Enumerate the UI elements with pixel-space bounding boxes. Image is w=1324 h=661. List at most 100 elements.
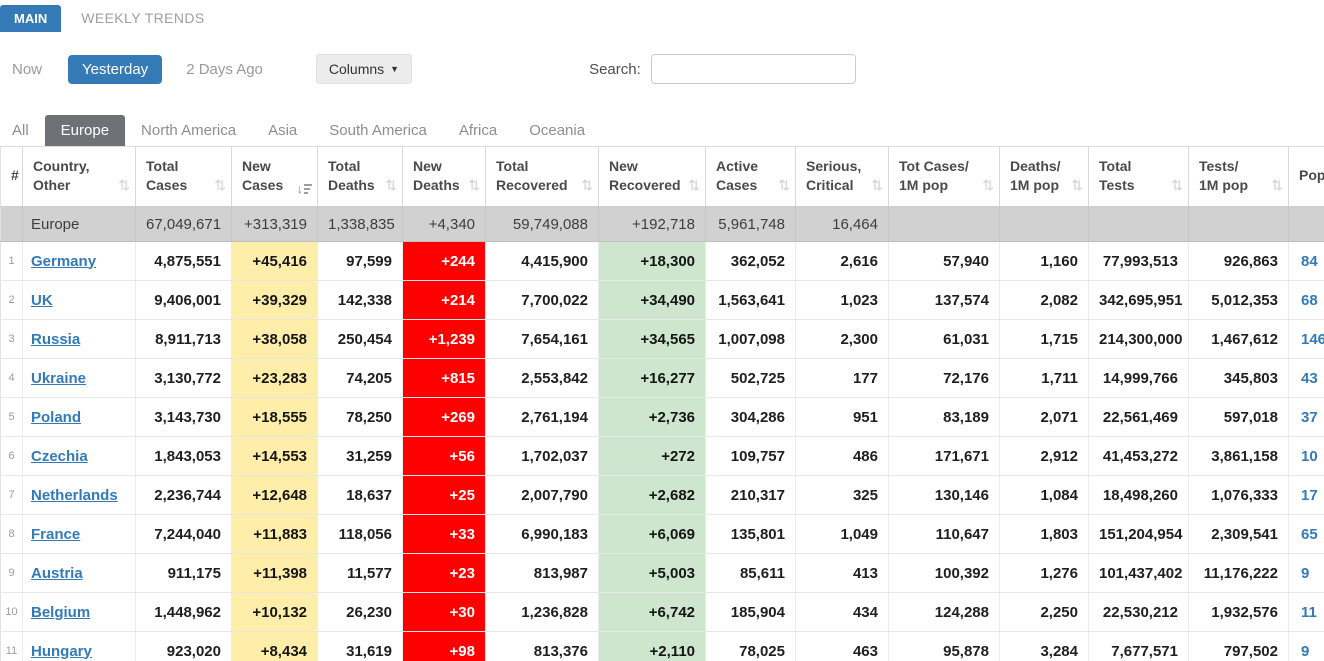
country-link[interactable]: Germany [31, 252, 97, 270]
col-header-new_cases[interactable]: New Cases ↓ [231, 146, 318, 207]
cell-deaths_per_1m: 3,284 [999, 631, 1089, 661]
cell-new_deaths: +269 [402, 397, 486, 437]
cell-total_deaths: 11,577 [317, 553, 403, 593]
region-tab-asia[interactable]: Asia [268, 122, 298, 139]
cell-active_cases: 185,904 [705, 592, 796, 632]
region-tab-africa[interactable]: Africa [458, 122, 498, 139]
col-header-active_cases[interactable]: Active Cases ⇅ [705, 146, 796, 207]
country-link[interactable]: Poland [31, 408, 82, 426]
country-link[interactable]: Belgium [31, 603, 91, 621]
cell-total_tests: 214,300,000 [1088, 319, 1189, 359]
columns-dropdown-button[interactable]: Columns ▼ [315, 54, 413, 84]
cell-total_deaths: 97,599 [317, 241, 403, 281]
cell-new_cases: +23,283 [231, 358, 318, 398]
cell-new_deaths: +23 [402, 553, 486, 593]
country-link[interactable]: France [31, 525, 81, 543]
col-header-total_cases[interactable]: Total Cases ⇅ [135, 146, 232, 207]
sort-arrows-icon: ⇅ [1171, 177, 1183, 193]
cell-country: Hungary [22, 631, 136, 661]
cell-serious_critical: 16,464 [795, 206, 889, 242]
cell-pop: 84 [1288, 241, 1324, 281]
col-header-country[interactable]: Country, Other ⇅ [22, 146, 136, 207]
cell-pop: 11 [1288, 592, 1324, 632]
filter-now[interactable]: Now [12, 60, 43, 78]
cell-deaths_per_1m: 1,711 [999, 358, 1089, 398]
cell-total_tests: 151,204,954 [1088, 514, 1189, 554]
region-tab-south-america[interactable]: South America [329, 122, 427, 139]
cell-serious_critical: 434 [795, 592, 889, 632]
col-header-pop: Pop [1288, 146, 1324, 207]
cell-total_cases: 3,143,730 [135, 397, 232, 437]
cell-new_recovered: +192,718 [598, 206, 706, 242]
cell-total_tests: 18,498,260 [1088, 475, 1189, 515]
sort-arrows-icon: ⇅ [385, 177, 397, 193]
cell-total_tests: 22,530,212 [1088, 592, 1189, 632]
col-header-cases_per_1m[interactable]: Tot Cases/1M pop ⇅ [888, 146, 1000, 207]
country-link[interactable]: Ukraine [31, 369, 87, 387]
cell-rank: 8 [0, 514, 23, 554]
cell-rank: 6 [0, 436, 23, 476]
table-row: 10 Belgium 1,448,962 +10,132 26,230 +30 1,236,… [0, 592, 1324, 632]
region-tab-north-america[interactable]: North America [141, 122, 237, 139]
cell-total_deaths: 18,637 [317, 475, 403, 515]
cell-country: Europe [22, 206, 136, 242]
cell-new_recovered: +272 [598, 436, 706, 476]
sort-arrows-icon: ⇅ [688, 177, 700, 193]
cell-serious_critical: 2,300 [795, 319, 889, 359]
cell-rank: 5 [0, 397, 23, 437]
tab-weekly-trends[interactable]: WEEKLY TRENDS [81, 10, 205, 26]
cell-new_cases: +38,058 [231, 319, 318, 359]
cell-total_tests: 342,695,951 [1088, 280, 1189, 320]
region-tab-europe[interactable]: Europe [44, 115, 126, 146]
col-header-serious_critical[interactable]: Serious, Critical ⇅ [795, 146, 889, 207]
cell-total_deaths: 26,230 [317, 592, 403, 632]
search-input[interactable] [650, 54, 856, 84]
table-row: 4 Ukraine 3,130,772 +23,283 74,205 +815 2,553,… [0, 358, 1324, 398]
region-tab-oceania[interactable]: Oceania [529, 122, 586, 139]
table-row: 11 Hungary 923,020 +8,434 31,619 +98 813,376 +2… [0, 631, 1324, 661]
country-link[interactable]: Czechia [31, 447, 88, 465]
col-header-new_deaths[interactable]: New Deaths ⇅ [402, 146, 486, 207]
col-header-total_recovered[interactable]: Total Recovered ⇅ [485, 146, 599, 207]
cell-active_cases: 304,286 [705, 397, 796, 437]
cell-active_cases: 109,757 [705, 436, 796, 476]
cell-new_recovered: +2,736 [598, 397, 706, 437]
country-link[interactable]: Netherlands [31, 486, 118, 504]
time-filter-bar: Now Yesterday 2 Days Ago Columns ▼ Searc… [0, 46, 1324, 92]
filter-2-days-ago[interactable]: 2 Days Ago [186, 60, 263, 78]
country-link[interactable]: Hungary [31, 642, 92, 660]
cell-total_recovered: 813,987 [485, 553, 599, 593]
cell-rank: 10 [0, 592, 23, 632]
cell-cases_per_1m: 83,189 [888, 397, 1000, 437]
region-tab-all[interactable]: All [12, 122, 29, 139]
cell-new_deaths: +33 [402, 514, 486, 554]
cell-new_cases: +10,132 [231, 592, 318, 632]
cell-total_cases: 911,175 [135, 553, 232, 593]
cell-deaths_per_1m [999, 206, 1089, 242]
cell-active_cases: 210,317 [705, 475, 796, 515]
col-header-new_recovered[interactable]: New Recovered ⇅ [598, 146, 706, 207]
cell-new_deaths: +244 [402, 241, 486, 281]
cell-pop [1288, 206, 1324, 242]
table-row: 2 UK 9,406,001 +39,329 142,338 +214 7,700,022 +… [0, 280, 1324, 320]
table-row: 9 Austria 911,175 +11,398 11,577 +23 813,987 +5… [0, 553, 1324, 593]
cell-tests_per_1m: 3,861,158 [1188, 436, 1289, 476]
filter-yesterday[interactable]: Yesterday [68, 54, 163, 84]
country-link[interactable]: Austria [31, 564, 83, 582]
tab-main[interactable]: MAIN [0, 4, 62, 32]
cell-rank [0, 206, 23, 242]
sort-arrows-icon: ⇅ [118, 177, 130, 193]
col-header-deaths_per_1m[interactable]: Deaths/1M pop ⇅ [999, 146, 1089, 207]
col-header-tests_per_1m[interactable]: Tests/1M pop ⇅ [1188, 146, 1289, 207]
cell-new_recovered: +5,003 [598, 553, 706, 593]
country-link[interactable]: Russia [31, 330, 81, 348]
cell-tests_per_1m: 1,076,333 [1188, 475, 1289, 515]
cell-deaths_per_1m: 2,912 [999, 436, 1089, 476]
cell-pop: 17 [1288, 475, 1324, 515]
country-link[interactable]: UK [31, 291, 53, 309]
cell-deaths_per_1m: 1,276 [999, 553, 1089, 593]
sort-arrows-icon: ⇅ [778, 177, 790, 193]
col-header-total_tests[interactable]: Total Tests ⇅ [1088, 146, 1189, 207]
col-header-total_deaths[interactable]: Total Deaths ⇅ [317, 146, 403, 207]
cell-cases_per_1m [888, 206, 1000, 242]
